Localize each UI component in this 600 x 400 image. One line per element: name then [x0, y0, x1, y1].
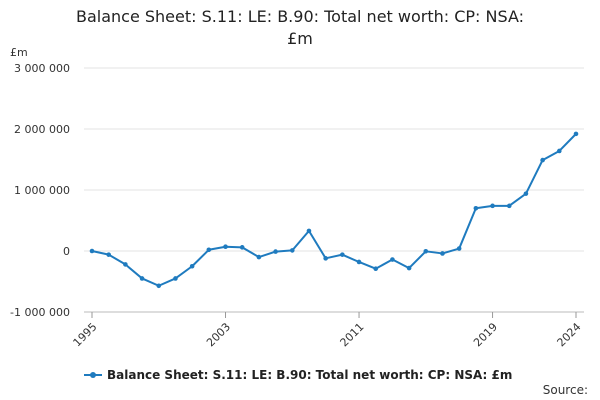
x-tick-label: 2011 [338, 320, 367, 349]
y-tick-label: 2 000 000 [14, 123, 70, 136]
y-axis-ticks: 3 000 000 2 000 000 1 000 000 0 -1 000 000 [10, 62, 70, 319]
data-point[interactable] [289, 248, 295, 253]
data-point[interactable] [456, 246, 462, 251]
data-point[interactable] [406, 265, 412, 271]
gridlines [84, 67, 584, 313]
data-point[interactable] [506, 203, 512, 209]
data-point[interactable] [373, 266, 379, 271]
chart-title-line-2: £m [287, 29, 313, 48]
series-layer [89, 131, 579, 289]
y-tick-label: 1 000 000 [14, 184, 70, 197]
chart-title-line-1: Balance Sheet: S.11: LE: B.90: Total net… [75, 7, 525, 26]
data-point[interactable] [423, 249, 429, 254]
legend-label: Balance Sheet: S.11: LE: B.90: Total net… [107, 368, 513, 382]
data-point[interactable] [256, 254, 262, 260]
series-line [91, 133, 577, 287]
data-point[interactable] [356, 259, 362, 265]
data-point[interactable] [523, 191, 529, 196]
data-point[interactable] [390, 257, 395, 262]
data-point[interactable] [223, 244, 228, 250]
x-tick-label: 2024 [555, 320, 584, 349]
y-axis-unit-label: £m [10, 46, 28, 59]
data-point[interactable] [273, 249, 278, 254]
data-point[interactable] [106, 252, 111, 257]
data-point[interactable] [139, 276, 145, 281]
legend-line-marker-icon [84, 372, 102, 378]
chart-title: Balance Sheet: S.11: LE: B.90: Total net… [0, 6, 600, 50]
data-point[interactable] [323, 256, 328, 261]
y-tick-label: -1 000 000 [10, 306, 70, 319]
data-point[interactable] [156, 283, 162, 289]
data-point[interactable] [540, 157, 545, 163]
data-point[interactable] [473, 206, 479, 211]
data-point[interactable] [173, 276, 178, 281]
data-point[interactable] [123, 262, 128, 267]
data-point[interactable] [340, 252, 345, 257]
x-tick-label: 2003 [204, 320, 233, 349]
data-point[interactable] [440, 251, 445, 256]
y-tick-label: 3 000 000 [14, 62, 70, 75]
data-point[interactable] [573, 131, 579, 137]
x-tick-label: 2019 [471, 320, 500, 349]
data-point[interactable] [490, 203, 495, 209]
data-point[interactable] [189, 263, 195, 269]
y-tick-label: 0 [63, 245, 70, 258]
data-point[interactable] [306, 228, 312, 234]
x-tick-label: 1995 [71, 320, 100, 349]
data-point[interactable] [557, 148, 562, 154]
legend[interactable]: Balance Sheet: S.11: LE: B.90: Total net… [84, 368, 512, 382]
source-label: Source: [542, 383, 588, 397]
x-axis-ticks: 1995 2003 2011 2019 2024 [71, 312, 584, 349]
data-point[interactable] [206, 247, 212, 253]
data-point[interactable] [239, 245, 245, 250]
data-point[interactable] [89, 248, 95, 254]
